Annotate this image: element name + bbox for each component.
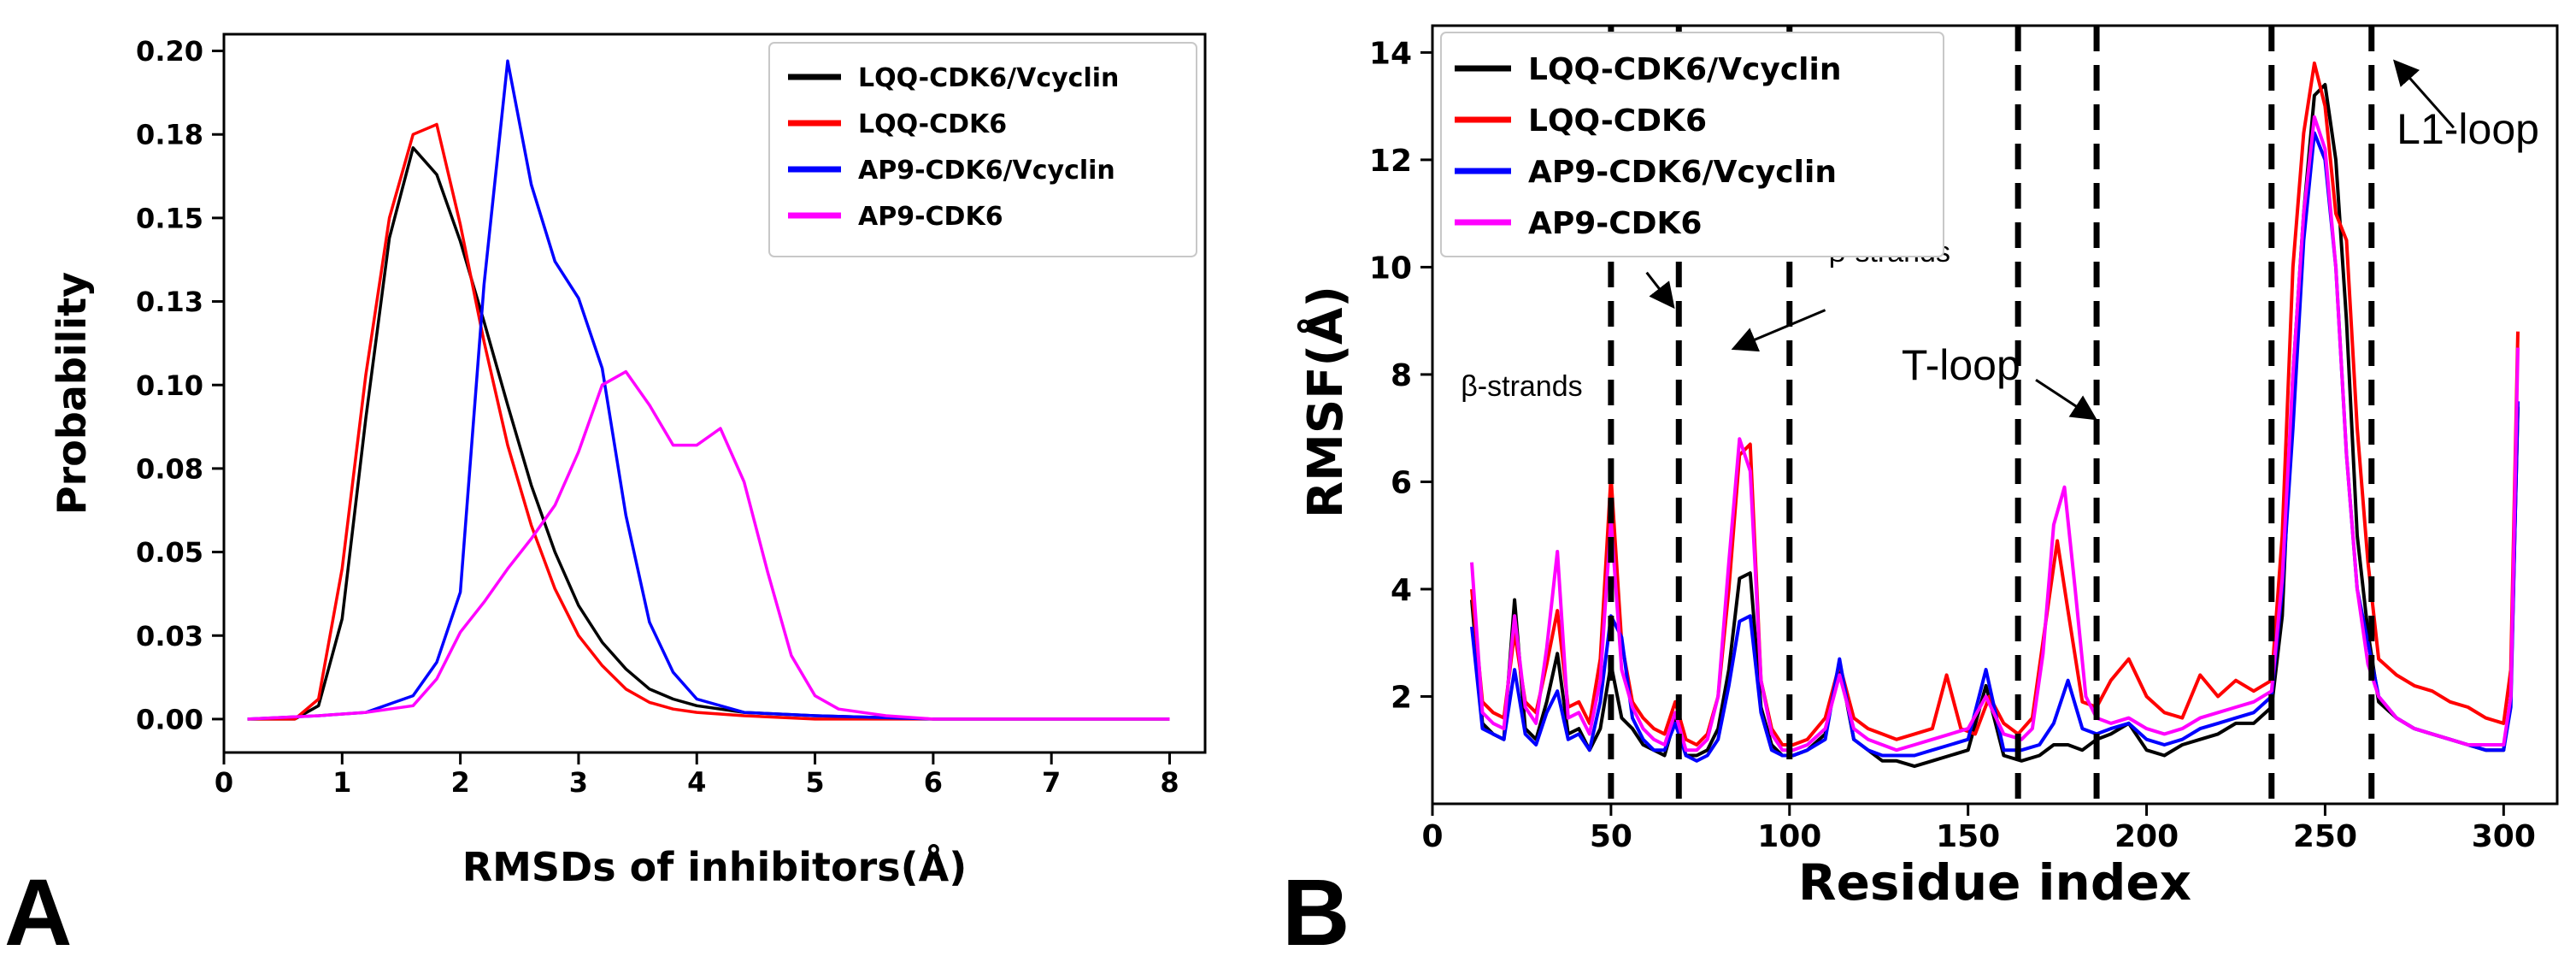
y-tick-label: 2 — [1391, 680, 1412, 715]
panel-a-legend-box — [768, 42, 1197, 257]
panel-a-chart: 0 1 2 3 4 5 6 7 8 0.00 0.03 0.05 0.08 0.10 0.13 0.15 0.… — [4, 32, 1207, 962]
panel-b-legend-box — [1440, 32, 1944, 257]
series-line-lqq-cdk6 — [247, 122, 1170, 721]
panel-b-legend: LQQ-CDK6/Vcyclin LQQ-CDK6 AP9-CDK6/Vcyclin… — [1440, 32, 1944, 257]
x-tick-label: 4 — [687, 766, 706, 799]
series-line-ap9-cdk6-vcyclin — [247, 59, 1170, 721]
x-tick-label: 3 — [569, 766, 588, 799]
annotation-arrow — [2393, 59, 2455, 129]
x-tick-label: 250 — [2293, 819, 2357, 854]
x-tick-label: 0 — [215, 766, 233, 799]
y-tick-label: 0.10 — [136, 369, 203, 402]
legend-label-ap9-cdk6: AP9-CDK6 — [858, 202, 1003, 232]
x-tick-label: 6 — [924, 766, 943, 799]
y-tick-label: 8 — [1391, 358, 1412, 393]
x-tick-label: 5 — [805, 766, 824, 799]
y-tick-label: 0.15 — [136, 202, 203, 234]
annotation-label-t-loop: T-loop — [1902, 341, 2020, 389]
series-line-ap9-cdk6 — [247, 369, 1170, 721]
x-tick-label: 0 — [1421, 819, 1443, 854]
y-tick-label: 10 — [1369, 251, 1412, 286]
y-tick-label: 0.18 — [136, 119, 203, 151]
x-tick-label: 7 — [1042, 766, 1061, 799]
y-tick-label: 0.05 — [136, 536, 203, 569]
panel-b-x-axis-label: Residue index — [1798, 853, 2191, 912]
legend-label-ap9-cdk6-vcyclin: AP9-CDK6/Vcyclin — [1528, 155, 1837, 190]
panel-a-y-axis-label: Probability — [49, 272, 95, 515]
x-tick-label: 300 — [2472, 819, 2536, 854]
x-tick-label: 200 — [2114, 819, 2179, 854]
legend-label-ap9-cdk6-vcyclin: AP9-CDK6/Vcyclin — [858, 156, 1115, 186]
annotation-label-strands: β-strands — [1461, 370, 1582, 403]
series-line-lqq-cdk6 — [1470, 61, 2520, 747]
y-tick-label: 0.03 — [136, 620, 203, 652]
y-tick-label: 0.08 — [136, 452, 203, 485]
y-tick-label: 6 — [1391, 465, 1412, 500]
annotation-arrow — [1731, 309, 1826, 352]
annotation-label-l1-loop: L1-loop — [2397, 105, 2539, 153]
legend-label-ap9-cdk6: AP9-CDK6 — [1528, 206, 1702, 241]
legend-label-lqq-cdk6: LQQ-CDK6 — [1528, 103, 1707, 139]
x-tick-label: 1 — [332, 766, 351, 799]
y-tick-label: 0.00 — [136, 703, 203, 735]
y-tick-label: 0.20 — [136, 35, 203, 68]
y-tick-label: 4 — [1391, 573, 1412, 608]
legend-label-lqq-cdk6-vcyclin: LQQ-CDK6/Vcyclin — [1528, 52, 1841, 87]
x-tick-label: 100 — [1757, 819, 1821, 854]
legend-label-lqq-cdk6: LQQ-CDK6 — [858, 109, 1007, 139]
y-tick-label: 0.13 — [136, 286, 203, 318]
panel-b-y-axis-label: RMSF(Å) — [1297, 286, 1354, 518]
annotation-arrow — [2035, 378, 2097, 421]
legend-label-lqq-cdk6-vcyclin: LQQ-CDK6/Vcyclin — [858, 63, 1119, 93]
y-tick-label: 12 — [1369, 144, 1412, 179]
panel-a-letter: A — [4, 860, 72, 962]
x-tick-label: 150 — [1936, 819, 2000, 854]
annotation-arrow — [1645, 271, 1675, 310]
x-tick-label: 8 — [1160, 766, 1179, 799]
y-tick-label: 14 — [1369, 36, 1412, 71]
x-tick-label: 2 — [450, 766, 469, 799]
panel-a-x-axis-label: RMSDs of inhibitors(Å) — [462, 844, 967, 890]
series-line-ap9-cdk6 — [1470, 115, 2520, 752]
x-tick-label: 50 — [1590, 819, 1632, 854]
panel-b-letter: B — [1282, 860, 1350, 962]
panel-a-legend: LQQ-CDK6/Vcyclin LQQ-CDK6 AP9-CDK6/Vcyclin… — [768, 42, 1197, 257]
